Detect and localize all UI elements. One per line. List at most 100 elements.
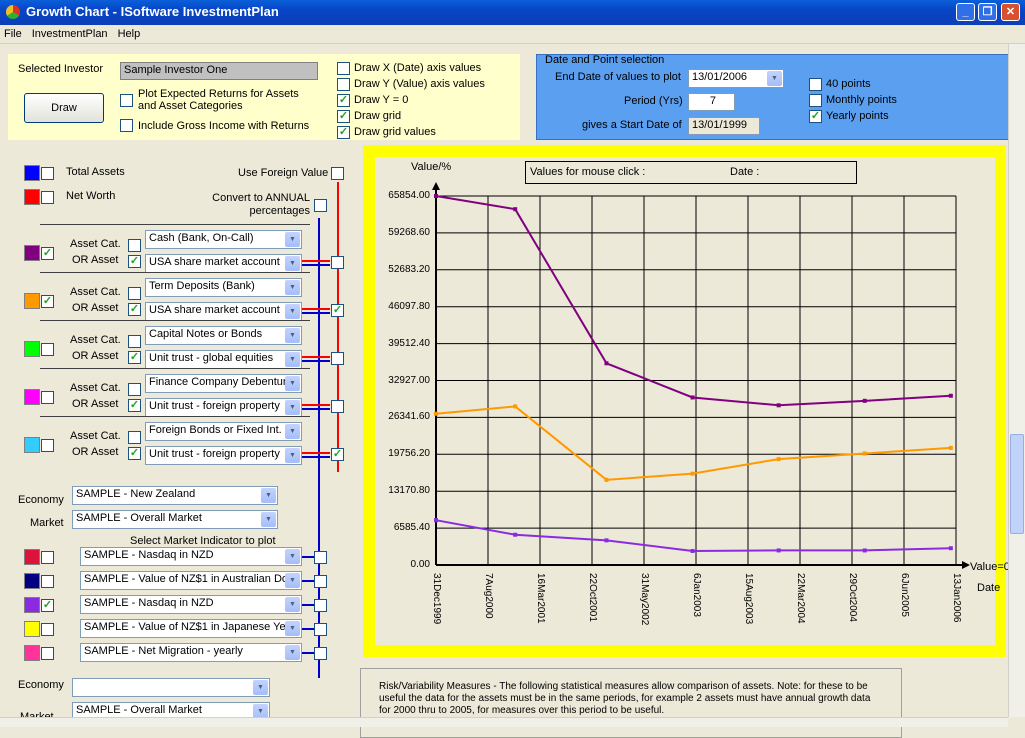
asset-cat-checkbox[interactable] [128,383,141,396]
convert-annual-checkbox[interactable] [314,199,327,212]
asset-row-swatch[interactable] [24,437,40,453]
or-asset-label: OR Asset [72,446,119,458]
asset-cat-checkbox[interactable] [128,335,141,348]
or-asset-checkbox[interactable]: ✓ [128,351,141,364]
asset-cat-select[interactable]: Term Deposits (Bank) ▼ [145,278,302,297]
plot-expected-checkbox[interactable] [120,94,133,107]
indicator-foreign-checkbox[interactable] [314,575,327,588]
x-tick-label: 13Jan2006 [951,573,962,623]
asset-row-checkbox[interactable] [41,343,54,356]
indicator-swatch[interactable] [24,645,40,661]
or-asset-checkbox[interactable]: ✓ [128,303,141,316]
asset-row-swatch[interactable] [24,245,40,261]
asset-row-divider [40,416,310,417]
indicator-swatch[interactable] [24,573,40,589]
or-asset-checkbox[interactable]: ✓ [128,447,141,460]
menu-file[interactable]: File [4,28,22,40]
asset-row-checkbox[interactable] [41,391,54,404]
asset-cat-select[interactable]: Capital Notes or Bonds ▼ [145,326,302,345]
foreign-value-checkbox[interactable]: ✓ [331,304,344,317]
asset-row-swatch[interactable] [24,389,40,405]
asset-select[interactable]: USA share market account ▼ [145,254,302,273]
indicator-foreign-checkbox[interactable] [314,623,327,636]
indicator-select[interactable]: SAMPLE - Nasdaq in NZD ▼ [80,595,302,614]
asset-cat-select[interactable]: Finance Company Debentur ▼ [145,374,302,393]
include-gross-checkbox[interactable] [120,119,133,132]
draw-x-axis-checkbox[interactable] [337,62,350,75]
indicator-swatch[interactable] [24,549,40,565]
asset-cat-select[interactable]: Cash (Bank, On-Call) ▼ [145,230,302,249]
select-indicator-label: Select Market Indicator to plot [130,535,276,547]
indicator-checkbox[interactable] [41,575,54,588]
asset-cat-select[interactable]: Foreign Bonds or Fixed Int. ▼ [145,422,302,441]
foreign-value-checkbox[interactable] [331,400,344,413]
indicator-checkbox[interactable] [41,551,54,564]
draw-y0-checkbox[interactable]: ✓ [337,94,350,107]
asset-row-checkbox[interactable] [41,439,54,452]
indicator-swatch[interactable] [24,621,40,637]
asset-cat-checkbox[interactable] [128,431,141,444]
mouse-values-label: Values for mouse click : [530,166,646,178]
market-select[interactable]: SAMPLE - Overall Market ▼ [72,510,278,529]
menu-investmentplan[interactable]: InvestmentPlan [31,28,108,40]
asset-row-checkbox[interactable]: ✓ [41,247,54,260]
indicator-checkbox[interactable] [41,623,54,636]
indicator-select[interactable]: SAMPLE - Value of NZ$1 in Japanese Ye ▼ [80,619,302,638]
foreign-value-checkbox[interactable]: ✓ [331,448,344,461]
period-stepper[interactable]: 7 [688,93,735,111]
chevron-down-icon: ▼ [285,645,300,660]
indicator-foreign-checkbox[interactable] [314,647,327,660]
asset-select[interactable]: Unit trust - global equities ▼ [145,350,302,369]
draw-y-axis-checkbox[interactable] [337,78,350,91]
indicator-foreign-checkbox[interactable] [314,599,327,612]
indicator-swatch[interactable] [24,597,40,613]
economy2-select[interactable]: ▼ [72,678,270,697]
horizontal-scrollbar[interactable] [0,717,1008,727]
points-40-label: 40 points [826,78,871,90]
yearly-points-checkbox[interactable]: ✓ [809,110,822,123]
asset-row-swatch[interactable] [24,341,40,357]
asset-select[interactable]: Unit trust - foreign property ▼ [145,446,302,465]
chevron-down-icon: ▼ [285,328,300,343]
asset-cat-checkbox[interactable] [128,287,141,300]
minimize-button[interactable]: _ [956,3,975,21]
draw-button[interactable]: Draw [24,93,104,123]
indicator-checkbox[interactable]: ✓ [41,599,54,612]
vertical-scroll-thumb[interactable] [1010,434,1024,534]
points-40-checkbox[interactable] [809,78,822,91]
indicator-select[interactable]: SAMPLE - Nasdaq in NZD ▼ [80,547,302,566]
indicator-foreign-checkbox[interactable] [314,551,327,564]
economy-select[interactable]: SAMPLE - New Zealand ▼ [72,486,278,505]
net-worth-checkbox[interactable] [41,191,54,204]
menu-help[interactable]: Help [117,28,141,40]
draw-grid-checkbox[interactable]: ✓ [337,110,350,123]
asset-row-checkbox[interactable]: ✓ [41,295,54,308]
market2-select[interactable]: SAMPLE - Overall Market ▼ [72,702,270,721]
total-assets-checkbox[interactable] [41,167,54,180]
asset-cat-checkbox[interactable] [128,239,141,252]
draw-grid-values-checkbox[interactable]: ✓ [337,126,350,139]
indicator-select[interactable]: SAMPLE - Value of NZ$1 in Australian Dol… [80,571,302,590]
chevron-down-icon: ▼ [285,400,300,415]
use-foreign-checkbox[interactable] [331,167,344,180]
asset-select[interactable]: USA share market account ▼ [145,302,302,321]
draw-grid-values-label: Draw grid values [354,126,436,138]
close-button[interactable]: ✕ [1001,3,1020,21]
end-date-select[interactable]: 13/01/2006 ▼ [688,69,784,88]
or-asset-checkbox[interactable]: ✓ [128,399,141,412]
asset-row-swatch[interactable] [24,293,40,309]
monthly-points-checkbox[interactable] [809,94,822,107]
maximize-button[interactable]: ❐ [978,3,997,21]
connector-blue [302,652,314,654]
indicator-select[interactable]: SAMPLE - Net Migration - yearly ▼ [80,643,302,662]
selected-investor-label: Selected Investor [18,63,103,75]
total-assets-swatch[interactable] [24,165,40,181]
y-axis-label: Value/% [411,161,452,173]
vertical-scrollbar[interactable] [1008,44,1025,717]
foreign-value-checkbox[interactable] [331,256,344,269]
indicator-checkbox[interactable] [41,647,54,660]
asset-select[interactable]: Unit trust - foreign property ▼ [145,398,302,417]
net-worth-swatch[interactable] [24,189,40,205]
or-asset-checkbox[interactable]: ✓ [128,255,141,268]
foreign-value-checkbox[interactable] [331,352,344,365]
